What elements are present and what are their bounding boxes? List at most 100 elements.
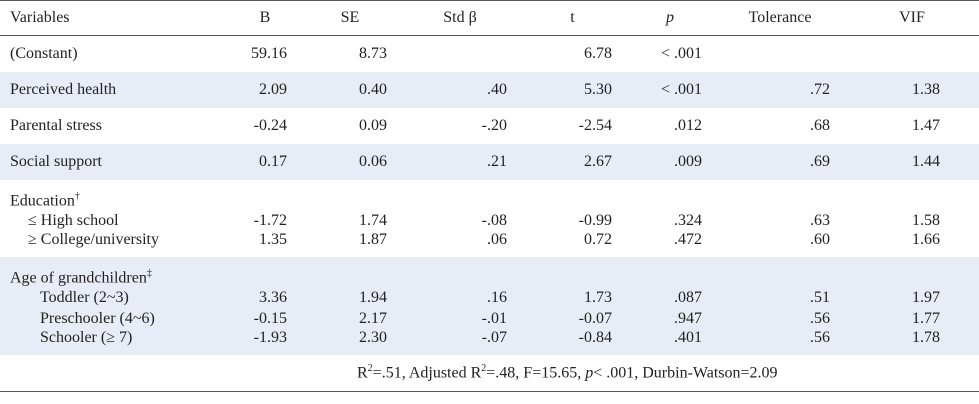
group-title: Age of grandchildren‡: [0, 257, 979, 287]
cell: .69: [810, 153, 830, 170]
table-footer: R2=.51, Adjusted R2=.48, F=15.65, p< .00…: [0, 355, 979, 392]
cell: 0.17: [259, 153, 287, 170]
cell: 0.09: [359, 117, 387, 134]
cell: 5.30: [584, 81, 612, 98]
group-title-row: Education†: [0, 180, 979, 210]
row-label: Social support: [10, 153, 102, 170]
cell: .21: [487, 153, 507, 170]
row-label: Preschooler (4~6): [40, 309, 155, 327]
footnote-mark: †: [74, 190, 80, 202]
data-row: Parental stress -0.24 0.09 -.20 -2.54 .012 .68…: [0, 108, 979, 144]
row-label: ≤ High school: [28, 211, 119, 229]
cell: -.07: [481, 329, 507, 346]
cell: 0.72: [584, 231, 612, 248]
cell: 1.97: [912, 288, 940, 306]
cell: 1.74: [359, 211, 387, 229]
cell: 1.38: [912, 81, 940, 98]
summary-part: < .001, Durbin-Watson=2.09: [593, 364, 778, 382]
column-header: Variables: [0, 0, 230, 36]
model-summary: R2=.51, Adjusted R2=.48, F=15.65, p< .00…: [0, 355, 979, 392]
regression-table: Variables B SE Std β t p Tolerance VIF (Constan…: [0, 0, 979, 392]
row-label: ≥ College/university: [28, 231, 159, 248]
column-header: Tolerance: [715, 0, 845, 36]
cell: -0.84: [578, 329, 612, 346]
data-row: ≤ High school -1.72 1.74 -.08 -0.99 .324 .63 1.…: [0, 210, 979, 231]
cell: 1.58: [912, 211, 940, 229]
data-row: Perceived health 2.09 0.40 .40 5.30 < .001 .72…: [0, 72, 979, 108]
cell: 1.66: [912, 231, 940, 248]
cell: [715, 36, 845, 73]
cell: 59.16: [251, 45, 287, 62]
table-header: Variables B SE Std β t p Tolerance VIF: [0, 0, 979, 36]
row-group: Social support 0.17 0.06 .21 2.67 .009 .69 1.44: [0, 144, 979, 180]
data-row: Preschooler (4~6) -0.15 2.17 -.01 -0.07 .947.…: [0, 308, 979, 329]
data-row: (Constant) 59.16 8.73 6.78 < .001: [0, 36, 979, 73]
cell: .324: [674, 211, 702, 229]
group-title-text: Education: [10, 192, 75, 209]
cell: 2.67: [584, 153, 612, 170]
cell: 1.44: [912, 153, 940, 170]
column-header: p: [625, 0, 715, 36]
footer-row: R2=.51, Adjusted R2=.48, F=15.65, p< .00…: [0, 355, 979, 392]
summary-part: =.48, F=15.65,: [486, 364, 586, 382]
row-group: Age of grandchildren‡ Toddler (2~3) 3.36 1.…: [0, 257, 979, 355]
cell: .401: [674, 329, 702, 346]
cell: 0.06: [359, 153, 387, 170]
column-header: t: [520, 0, 625, 36]
cell: -0.15: [253, 309, 287, 327]
cell: .472: [674, 231, 702, 248]
cell: 1.87: [359, 231, 387, 248]
cell: .51: [810, 288, 830, 306]
cell: 0.40: [359, 81, 387, 98]
cell: -1.72: [253, 211, 287, 229]
row-group: Perceived health 2.09 0.40 .40 5.30 < .001 .72…: [0, 72, 979, 108]
row-group: Parental stress -0.24 0.09 -.20 -2.54 .012 .68…: [0, 108, 979, 144]
row-group: (Constant) 59.16 8.73 6.78 < .001: [0, 36, 979, 73]
cell: 8.73: [359, 45, 387, 62]
cell: -2.54: [578, 117, 612, 134]
cell: -.01: [481, 309, 507, 327]
cell: -0.99: [578, 211, 612, 229]
summary-part: p: [585, 364, 594, 382]
cell: 1.78: [912, 329, 940, 346]
cell: [400, 36, 520, 73]
cell: 2.30: [359, 329, 387, 346]
cell: < .001: [660, 81, 702, 98]
row-label: Schooler (≥ 7): [40, 329, 133, 346]
cell: 1.47: [912, 117, 940, 134]
cell: .009: [674, 153, 702, 170]
column-header: VIF: [845, 0, 979, 36]
summary-part: =.51, Adjusted R: [372, 364, 482, 382]
header-row: Variables B SE Std β t p Tolerance VIF: [0, 0, 979, 36]
cell: 1.94: [359, 288, 387, 306]
data-row: Schooler (≥ 7) -1.93 2.30 -.07 -0.84 .401 .56 1…: [0, 329, 979, 355]
group-title-text: Age of grandchildren: [10, 269, 147, 286]
row-group: Education† ≤ High school -1.72 1.74 -.08 -0.9…: [0, 180, 979, 257]
cell: .63: [810, 211, 830, 229]
cell: .087: [674, 288, 702, 306]
cell: 6.78: [584, 45, 612, 62]
cell: 1.35: [259, 231, 287, 248]
cell: .16: [487, 288, 507, 306]
cell: .60: [810, 231, 830, 248]
cell: -0.07: [578, 309, 612, 327]
cell: [845, 36, 979, 73]
column-header: SE: [300, 0, 400, 36]
column-header: B: [230, 0, 300, 36]
row-label: Parental stress: [10, 117, 102, 134]
cell: .012: [674, 117, 702, 134]
group-title: Education†: [0, 180, 979, 210]
footnote-mark: ‡: [146, 267, 152, 279]
summary-part: R: [357, 364, 368, 382]
row-label: Perceived health: [10, 81, 117, 98]
row-label: Toddler (2~3): [40, 288, 129, 306]
cell: .56: [810, 329, 830, 346]
cell: -0.24: [253, 117, 287, 134]
cell: 2.17: [359, 309, 387, 327]
column-header: Std β: [400, 0, 520, 36]
cell: .72: [810, 81, 830, 98]
cell: .947: [674, 309, 702, 327]
data-row: Toddler (2~3) 3.36 1.94 .16 1.73 .087 .51 1.97: [0, 287, 979, 308]
cell: -.08: [481, 211, 507, 229]
